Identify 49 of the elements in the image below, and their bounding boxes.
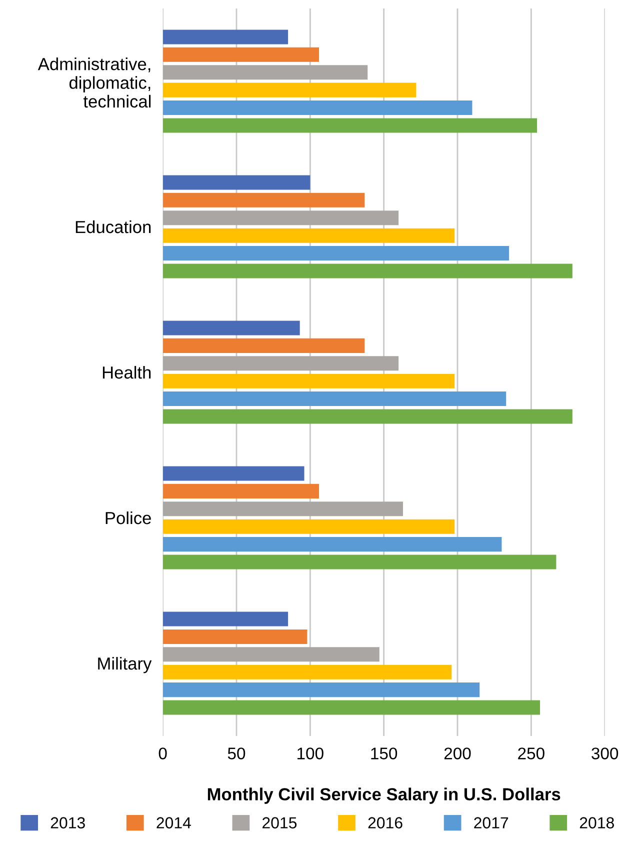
legend-label: 2014 [156, 817, 191, 828]
bar [162, 392, 506, 406]
bar [162, 374, 455, 388]
x-tick-label: 200 [444, 748, 471, 760]
bar [162, 264, 572, 278]
x-tick-label: 150 [371, 748, 398, 760]
legend-label: 2016 [368, 817, 402, 828]
legend-label: 2017 [474, 817, 508, 828]
bar [162, 30, 288, 44]
bar [162, 409, 572, 424]
bar [162, 466, 304, 481]
bar [162, 356, 399, 371]
bar [162, 118, 538, 133]
bar [162, 519, 455, 534]
x-axis-title: Monthly Civil Service Salary in U.S. Dollars [208, 788, 560, 804]
bar [162, 502, 403, 516]
y-tick-label: Administrative, diplomatic, technical [38, 57, 151, 108]
legend-label: 2018 [580, 817, 614, 828]
y-tick-label: Police [106, 511, 151, 524]
y-tick-label: Health [102, 366, 151, 379]
bar [162, 612, 288, 626]
x-tick-label: 0 [158, 748, 167, 760]
bar [162, 537, 502, 552]
y-tick-label: Military [98, 656, 152, 674]
bar [162, 65, 368, 80]
bar [162, 246, 510, 261]
bar [162, 629, 308, 644]
x-tick-label: 250 [518, 748, 544, 760]
bar [162, 47, 319, 62]
bar [162, 100, 472, 116]
x-tick-label: 100 [298, 748, 324, 760]
bar [162, 320, 300, 336]
bar [162, 554, 556, 570]
bar [162, 338, 365, 353]
bar [162, 664, 452, 680]
x-tick-label: 50 [228, 748, 246, 760]
legend-label: 2013 [50, 817, 85, 828]
bar [162, 647, 380, 662]
legend-label: 2015 [262, 817, 297, 828]
bar [162, 192, 365, 208]
bar [162, 82, 416, 98]
x-tick-label: 300 [592, 748, 618, 760]
bar [162, 700, 540, 715]
bar [162, 175, 310, 190]
bar [162, 228, 455, 243]
y-tick-label: Education [76, 220, 151, 234]
bar [162, 210, 399, 226]
bar [162, 682, 480, 698]
bar [162, 484, 319, 498]
